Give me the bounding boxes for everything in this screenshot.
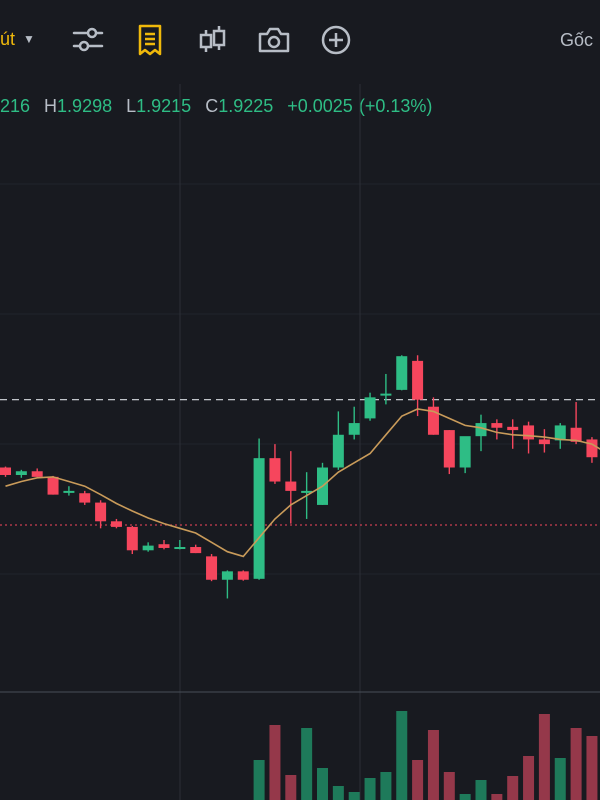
candle-type-icon[interactable]: [194, 22, 230, 58]
candle-body: [31, 471, 43, 477]
candle-body: [586, 439, 598, 458]
candle-body: [459, 436, 471, 468]
candle-body: [142, 545, 154, 551]
chevron-down-icon: ▼: [23, 32, 35, 46]
chart-toolbar: út ▼: [0, 0, 600, 84]
candle-body: [364, 397, 376, 419]
open-value: 216: [0, 96, 31, 116]
change-percent: (+0.13%): [358, 96, 433, 116]
volume-bar: [475, 780, 487, 800]
add-icon[interactable]: [318, 22, 354, 58]
candle-body: [63, 490, 75, 493]
candle-body: [190, 547, 202, 554]
volume-bar: [301, 728, 313, 800]
candle-body: [380, 393, 392, 396]
order-book-icon[interactable]: [132, 22, 168, 58]
camera-icon[interactable]: [256, 22, 292, 58]
candle-body: [285, 481, 297, 491]
candle-body: [348, 423, 360, 435]
candle-body: [443, 430, 455, 468]
volume-bar: [332, 786, 344, 800]
candle-body: [570, 427, 582, 442]
volume-bar: [269, 725, 281, 800]
volume-bar: [396, 711, 408, 800]
volume-bar: [554, 758, 566, 800]
candle-body: [79, 493, 91, 503]
high-value: 1.9298: [57, 96, 113, 116]
volume-bar: [459, 794, 471, 800]
candle-body: [538, 439, 550, 445]
candle-body: [396, 356, 408, 390]
interval-label: út: [0, 29, 16, 49]
candle-body: [221, 571, 233, 580]
volume-bar: [443, 772, 455, 800]
volume-bar: [412, 760, 424, 800]
interval-dropdown[interactable]: út ▼: [0, 29, 35, 50]
volume-bar: [427, 730, 439, 800]
low-label: L: [126, 96, 137, 116]
candle-body: [491, 423, 503, 428]
candle-body: [95, 502, 107, 522]
price-source-label[interactable]: Gốc: [560, 30, 594, 50]
candle-body: [126, 526, 138, 551]
volume-bar: [285, 775, 297, 800]
volume-bar: [317, 768, 328, 800]
low-value: 1.9215: [136, 96, 192, 116]
candle-body: [237, 571, 249, 580]
candle-body: [523, 425, 535, 440]
candle-body: [332, 434, 344, 468]
candle-body: [174, 547, 186, 550]
volume-bar: [348, 792, 360, 800]
moving-average-line: [5, 408, 600, 558]
volume-bar: [364, 778, 376, 800]
candle-body: [253, 458, 265, 579]
candlestick-chart[interactable]: [0, 84, 600, 800]
candle-body: [427, 406, 439, 435]
candle-body: [554, 425, 566, 441]
volume-bar: [586, 736, 598, 800]
volume-bar: [380, 772, 392, 800]
candle-body: [110, 521, 122, 527]
volume-bar: [491, 794, 503, 800]
candle-body: [47, 476, 59, 495]
candle-body: [206, 556, 218, 580]
candle-body: [158, 544, 170, 548]
high-label: H: [44, 96, 58, 116]
candle-body: [301, 490, 313, 493]
indicator-settings-icon[interactable]: [70, 22, 106, 58]
candle-body: [507, 426, 519, 431]
candle-body: [0, 467, 11, 475]
ohlc-legend: 216 H1.9298 L1.9215 C1.9225 +0.0025 (+0.13%): [0, 96, 432, 117]
candle-body: [269, 458, 281, 482]
close-value: 1.9225: [218, 96, 274, 116]
candle-body: [15, 471, 27, 475]
volume-bar: [253, 760, 265, 800]
candle-body: [475, 423, 487, 437]
close-label: C: [205, 96, 219, 116]
volume-bar: [523, 756, 535, 800]
volume-bar: [570, 728, 582, 800]
volume-bar: [507, 776, 519, 800]
change-value: +0.0025: [287, 96, 353, 116]
candle-body: [412, 360, 424, 400]
volume-bar: [538, 714, 550, 800]
